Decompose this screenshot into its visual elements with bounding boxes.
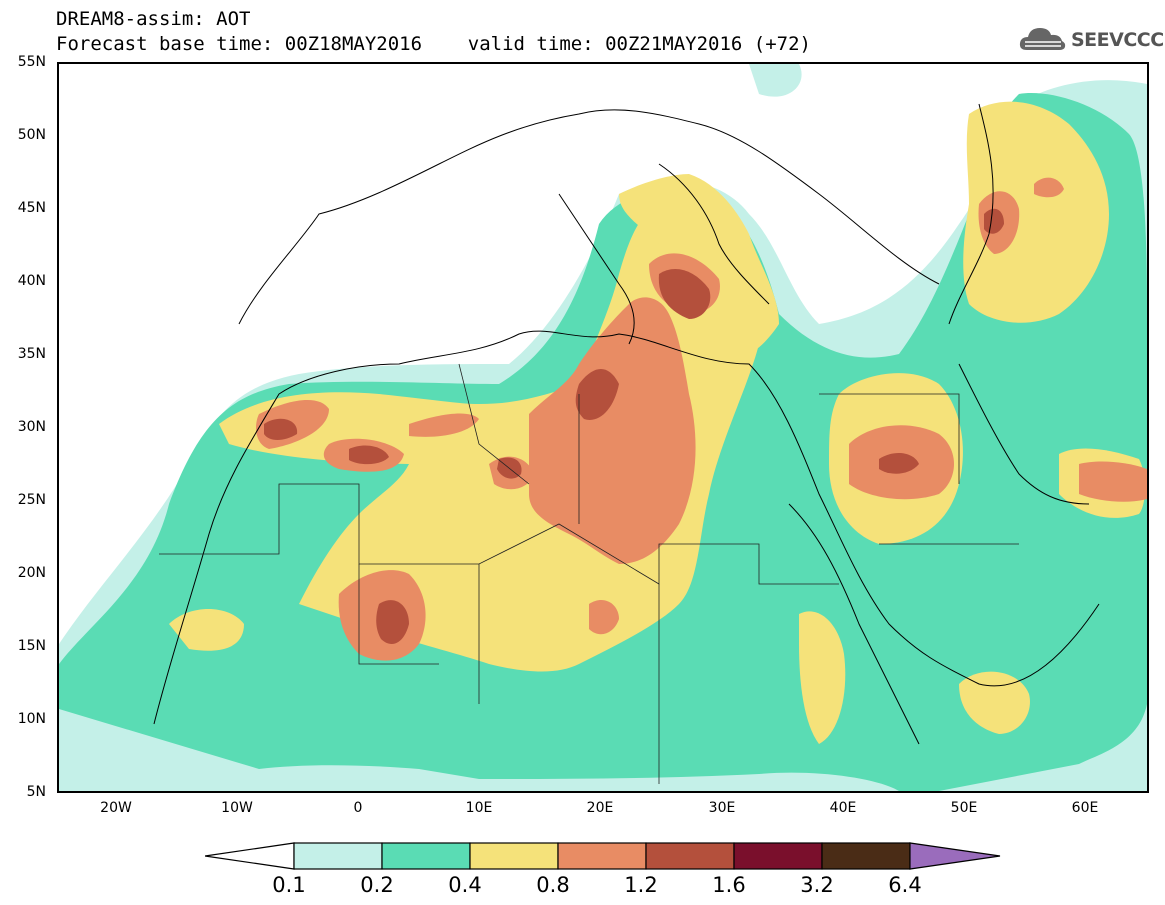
lon-label: 60E: [1071, 800, 1099, 816]
lat-label: 45N: [17, 200, 46, 216]
lat-label: 20N: [17, 565, 46, 581]
colorbar-swatch-0.1: [293, 842, 383, 870]
lat-label: 55N: [17, 54, 46, 70]
colorbar-label: 0.8: [536, 873, 570, 897]
colorbar: [205, 842, 1001, 870]
colorbar-max-arrow: [909, 842, 1001, 870]
colorbar-swatch-1.2: [645, 842, 735, 870]
colorbar-label: 1.6: [712, 873, 746, 897]
coastline: [153, 103, 1100, 745]
lon-label: 50E: [950, 800, 978, 816]
colorbar-label: 0.4: [448, 873, 482, 897]
country-borders: [159, 363, 1019, 784]
lat-label: 25N: [17, 492, 46, 508]
colorbar-swatch-1.6: [733, 842, 823, 870]
lon-label: 20E: [586, 800, 614, 816]
map-title: DREAM8-assim: AOT: [56, 8, 251, 30]
colorbar-label: 1.2: [624, 873, 658, 897]
colorbar-swatch-0.4: [469, 842, 559, 870]
lon-label: 40E: [829, 800, 857, 816]
lat-label: 40N: [17, 273, 46, 289]
colorbar-swatch-3.2: [821, 842, 911, 870]
aot-map: [57, 62, 1149, 793]
lat-label: 15N: [17, 638, 46, 654]
logo-text: SEEVCCC: [1071, 29, 1164, 51]
colorbar-swatch-0.2: [381, 842, 471, 870]
lon-label: 20W: [100, 800, 132, 816]
lat-label: 5N: [26, 784, 46, 800]
colorbar-swatch-0.8: [557, 842, 647, 870]
colorbar-label: 3.2: [800, 873, 834, 897]
colorbar-min-arrow: [205, 842, 295, 870]
lat-label: 50N: [17, 127, 46, 143]
lat-label: 30N: [17, 419, 46, 435]
lon-label: 10E: [465, 800, 493, 816]
lon-label: 0: [353, 800, 363, 816]
lon-label: 10W: [221, 800, 253, 816]
seevccc-logo: SEEVCCC: [1017, 22, 1164, 58]
lat-label: 10N: [17, 711, 46, 727]
colorbar-label: 6.4: [888, 873, 922, 897]
cloud-icon: [1019, 28, 1066, 50]
lat-label: 35N: [17, 346, 46, 362]
forecast-time-line: Forecast base time: 00Z18MAY2016 valid t…: [56, 33, 811, 55]
colorbar-label: 0.2: [360, 873, 394, 897]
colorbar-label: 0.1: [272, 873, 306, 897]
lon-label: 30E: [708, 800, 736, 816]
